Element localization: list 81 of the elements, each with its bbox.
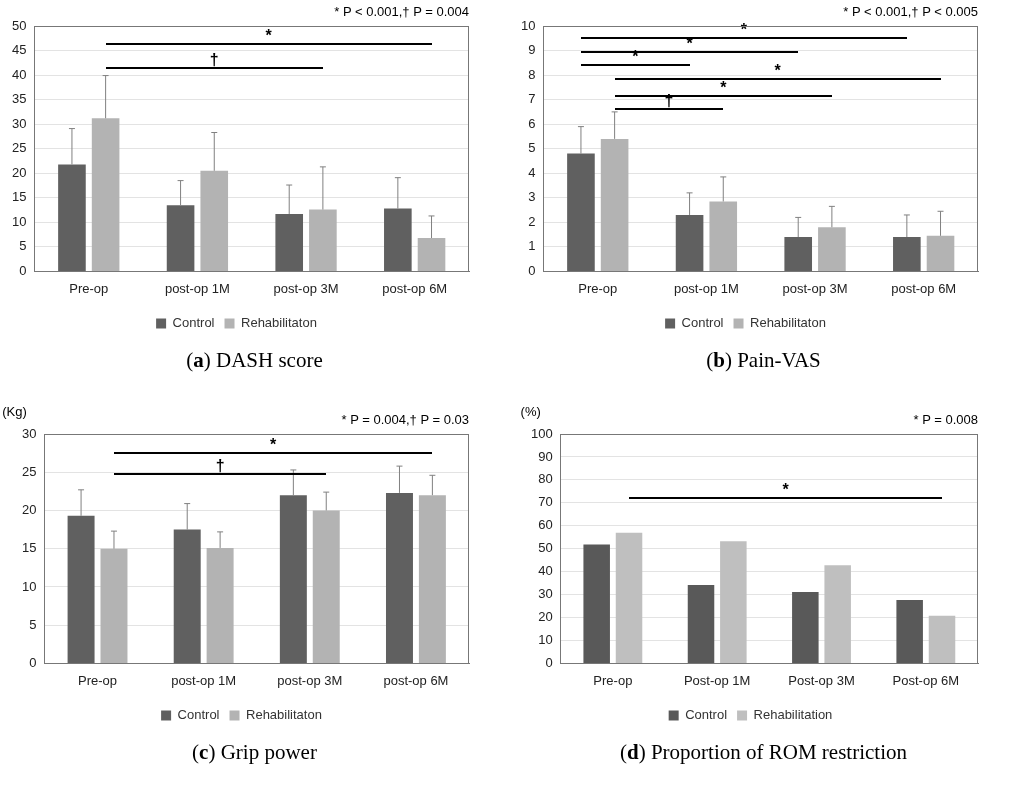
text: * P = 0.008 <box>913 412 978 427</box>
y-tick-label: 70 <box>538 494 553 510</box>
y-tick-label: 30 <box>538 586 553 602</box>
legend-label: Control <box>172 315 215 331</box>
legend-label: Rehabilitaton <box>750 315 826 331</box>
y-axis-title: (%) <box>520 404 541 419</box>
x-tick-label: post-op 1M <box>673 280 739 296</box>
y-tick-label: 9 <box>528 42 536 58</box>
y-tick-label: 45 <box>11 42 27 58</box>
y-tick-label: 2 <box>528 213 536 229</box>
y-tick-label: 30 <box>21 425 37 441</box>
text: * P = 0.004,† P = 0.03 <box>341 412 469 427</box>
legend-label: Control <box>685 707 728 723</box>
y-tick-label: 8 <box>528 66 536 82</box>
y-tick-label: 100 <box>530 425 553 441</box>
y-tick-label: 4 <box>528 164 536 180</box>
x-tick-label: post-op 6M <box>382 280 448 296</box>
annotation: * <box>270 436 278 454</box>
y-tick-label: 90 <box>538 448 553 464</box>
y-tick-label: 0 <box>19 262 27 278</box>
y-tick-label: 80 <box>538 471 553 487</box>
x-tick-label: Pre-op <box>578 280 618 296</box>
text: * P < 0.001,† P < 0.005 <box>843 4 978 19</box>
x-tick-label: Pre-op <box>69 280 109 296</box>
y-tick-label: 15 <box>11 189 27 205</box>
x-tick-label: Post-op 3M <box>788 672 855 688</box>
legend-label: Rehabilitaton <box>241 315 317 331</box>
annotation: † <box>215 456 225 474</box>
x-tick-label: post-op 3M <box>782 280 848 296</box>
y-tick-label: 25 <box>11 140 27 156</box>
y-tick-label: 6 <box>528 115 536 131</box>
y-tick-label: 0 <box>29 654 37 670</box>
y-tick-label: 20 <box>11 164 27 180</box>
annotation: † <box>209 51 219 69</box>
legend-label: Rehabilitation <box>753 707 833 723</box>
y-tick-label: 3 <box>528 189 536 205</box>
text: (d) Proportion of ROM restriction <box>619 740 908 765</box>
x-tick-label: post-op 1M <box>164 280 230 296</box>
y-tick-label: 10 <box>11 213 27 229</box>
y-tick-label: 5 <box>528 140 536 156</box>
x-tick-label: post-op 3M <box>277 672 343 688</box>
y-tick-label: 7 <box>528 91 536 107</box>
y-tick-label: 10 <box>538 632 553 648</box>
x-tick-label: Post-op 6M <box>892 672 960 688</box>
legend-label: Rehabilitaton <box>246 707 322 723</box>
y-tick-label: 40 <box>11 66 27 82</box>
legend-label: Control <box>681 315 724 331</box>
x-tick-label: post-op 6M <box>383 672 449 688</box>
y-tick-label: 30 <box>11 115 27 131</box>
x-tick-label: Pre-op <box>78 672 118 688</box>
x-tick-label: post-op 6M <box>891 280 957 296</box>
y-tick-label: 0 <box>528 262 536 278</box>
x-tick-label: Pre-op <box>593 672 633 688</box>
y-axis-title: (Kg) <box>2 404 27 419</box>
y-tick-label: 15 <box>21 540 37 556</box>
legend-label: Control <box>177 707 220 723</box>
y-tick-label: 5 <box>19 238 27 254</box>
y-tick-label: 35 <box>11 91 27 107</box>
text: (c) Grip power <box>191 740 318 765</box>
y-tick-label: 10 <box>21 578 37 594</box>
x-tick-label: post-op 1M <box>171 672 237 688</box>
text: * P < 0.001,† P = 0.004 <box>334 4 469 19</box>
annotation: * <box>782 481 790 499</box>
annotation: * <box>774 61 782 79</box>
y-tick-label: 50 <box>538 540 553 556</box>
y-tick-label: 5 <box>29 616 37 632</box>
y-tick-label: 40 <box>538 563 553 579</box>
annotation: * <box>265 27 273 45</box>
y-tick-label: 0 <box>545 654 553 670</box>
y-tick-label: 50 <box>11 17 27 33</box>
x-tick-label: post-op 3M <box>273 280 339 296</box>
y-tick-label: 60 <box>538 517 553 533</box>
x-tick-label: Post-op 1M <box>683 672 751 688</box>
y-tick-label: 20 <box>538 609 553 625</box>
text: (b) Pain-VAS <box>705 348 822 373</box>
y-tick-label: 20 <box>21 502 37 518</box>
y-tick-label: 10 <box>520 17 536 33</box>
y-tick-label: 1 <box>528 238 536 254</box>
y-tick-label: 25 <box>21 463 37 479</box>
annotation: * <box>720 78 728 96</box>
text: (a) DASH score <box>185 348 324 373</box>
